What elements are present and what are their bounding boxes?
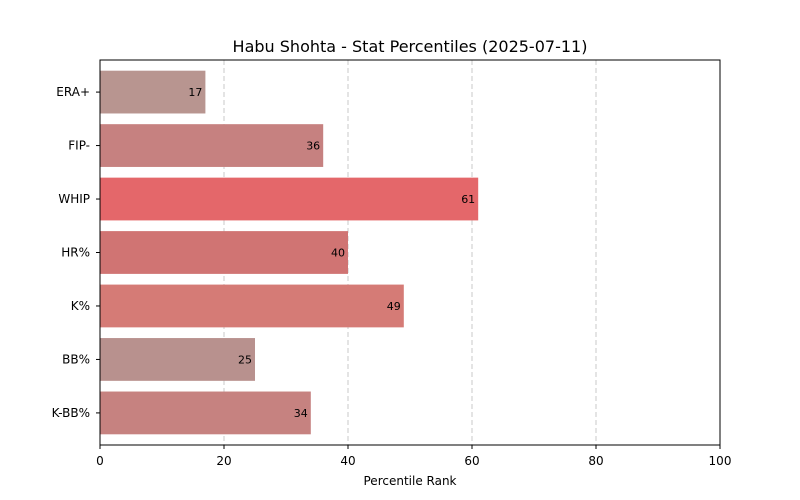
data-label: 49 bbox=[387, 300, 401, 313]
bar-era- bbox=[100, 70, 206, 114]
x-tick-label: 20 bbox=[216, 454, 231, 468]
data-label: 25 bbox=[238, 353, 252, 366]
bar-k- bbox=[100, 284, 404, 328]
data-label: 34 bbox=[294, 407, 308, 420]
bar-hr- bbox=[100, 231, 348, 274]
bars: 17 36 61 40 49 25 34 bbox=[100, 70, 479, 435]
x-tick-label: 40 bbox=[340, 454, 355, 468]
x-axis: 0 20 40 60 80 100 bbox=[96, 445, 731, 468]
y-tick-label: ERA+ bbox=[56, 85, 90, 99]
y-tick-label: K-BB% bbox=[52, 406, 90, 420]
bar-bb- bbox=[100, 338, 255, 381]
y-tick-label: BB% bbox=[62, 352, 90, 366]
y-tick-label: WHIP bbox=[58, 192, 90, 206]
y-tick-label: FIP- bbox=[68, 139, 90, 153]
bar-whip bbox=[100, 177, 479, 221]
y-tick-label: HR% bbox=[61, 246, 90, 260]
x-tick-label: 60 bbox=[464, 454, 479, 468]
chart-title: Habu Shohta - Stat Percentiles (2025-07-… bbox=[233, 37, 588, 56]
x-tick-label: 0 bbox=[96, 454, 104, 468]
x-tick-label: 80 bbox=[588, 454, 603, 468]
x-axis-label: Percentile Rank bbox=[364, 474, 457, 488]
data-label: 61 bbox=[461, 193, 475, 206]
y-tick-label: K% bbox=[71, 299, 90, 313]
data-label: 17 bbox=[188, 86, 202, 99]
x-tick-label: 100 bbox=[709, 454, 732, 468]
y-axis: ERA+ FIP- WHIP HR% K% BB% K-BB% bbox=[52, 85, 100, 420]
bar-k-bb- bbox=[100, 391, 311, 435]
data-label: 36 bbox=[306, 140, 320, 153]
bar-fip- bbox=[100, 124, 324, 167]
data-label: 40 bbox=[331, 247, 345, 260]
